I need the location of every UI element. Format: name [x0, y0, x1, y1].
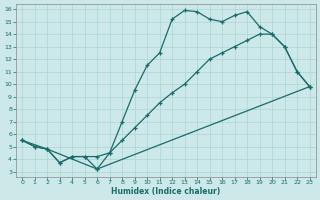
X-axis label: Humidex (Indice chaleur): Humidex (Indice chaleur) [111, 187, 220, 196]
